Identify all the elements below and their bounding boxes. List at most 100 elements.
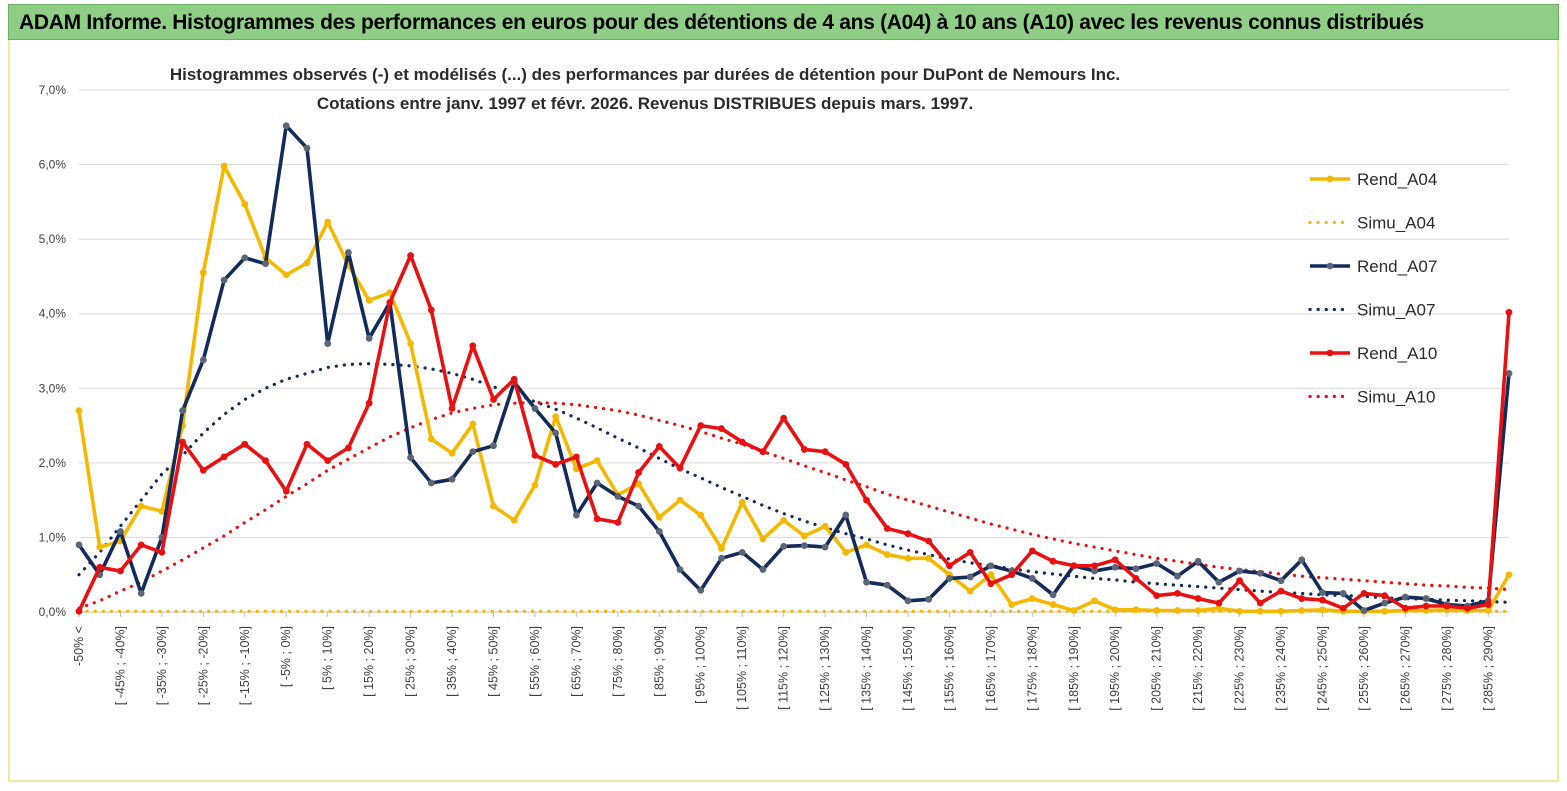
data-point-rend-a04 <box>510 516 518 524</box>
data-point-rend-a07 <box>1049 591 1057 599</box>
data-point-rend-a07 <box>738 548 746 556</box>
data-point-rend-a04 <box>1049 601 1057 608</box>
data-point-rend-a10 <box>386 299 394 306</box>
data-point-rend-a04 <box>904 554 912 562</box>
x-tick-label: [ 185% ; 190%] <box>1067 626 1081 711</box>
data-point-rend-a07 <box>365 334 373 342</box>
data-point-rend-a10 <box>220 453 228 461</box>
data-point-rend-a07 <box>946 575 953 582</box>
data-point-rend-a04 <box>241 200 249 208</box>
data-point-rend-a07 <box>303 144 311 152</box>
data-point-rend-a07 <box>531 405 539 412</box>
data-point-rend-a10 <box>75 607 83 615</box>
y-tick-label: 3,0% <box>39 381 67 395</box>
data-point-rend-a10 <box>303 440 311 448</box>
data-point-rend-a04 <box>199 269 207 277</box>
data-point-rend-a10 <box>510 375 518 383</box>
data-point-rend-a04 <box>75 407 83 415</box>
data-point-rend-a07 <box>117 528 124 535</box>
data-point-rend-a10 <box>1049 557 1057 565</box>
data-point-rend-a07 <box>572 511 580 519</box>
x-tick-label: [ 115% ; 120%] <box>777 626 791 710</box>
x-tick-label: [ -15% ; -10%] <box>238 626 252 705</box>
data-point-rend-a10 <box>697 422 705 429</box>
data-point-rend-a07 <box>199 356 207 364</box>
data-point-rend-a07 <box>863 578 870 586</box>
x-tick-label: [ -45% ; -40%] <box>113 626 127 705</box>
x-tick-label: [ 225% ; 230%] <box>1233 626 1247 711</box>
y-tick-label: 1,0% <box>39 530 67 544</box>
data-point-rend-a10 <box>925 537 933 545</box>
x-tick-label: [ 245% ; 250%] <box>1315 626 1329 711</box>
data-point-rend-a10 <box>1484 601 1492 608</box>
data-point-rend-a04 <box>1298 607 1306 614</box>
data-point-rend-a04 <box>490 502 497 510</box>
data-point-rend-a04 <box>883 551 891 558</box>
data-point-rend-a07 <box>1298 556 1306 564</box>
data-point-rend-a10 <box>780 414 788 422</box>
data-point-rend-a04 <box>676 496 684 504</box>
data-point-rend-a04 <box>738 498 746 506</box>
data-point-rend-a10 <box>1028 547 1036 555</box>
data-point-rend-a04 <box>303 259 311 267</box>
data-point-rend-a07 <box>1028 575 1036 582</box>
data-point-rend-a07 <box>800 542 808 550</box>
data-point-rend-a04 <box>220 162 228 170</box>
data-point-rend-a10 <box>531 452 539 459</box>
data-point-rend-a10 <box>1008 571 1016 579</box>
data-point-rend-a10 <box>1443 602 1451 610</box>
data-point-rend-a10 <box>821 448 829 456</box>
data-point-rend-a04 <box>635 480 642 488</box>
data-point-rend-a10 <box>1194 595 1202 602</box>
data-point-rend-a07 <box>1339 589 1347 597</box>
chart-frame <box>8 40 1559 782</box>
data-point-rend-a10 <box>282 487 290 495</box>
data-point-rend-a10 <box>1236 577 1243 585</box>
x-tick-label: [ 205% ; 210%] <box>1150 626 1164 711</box>
data-point-rend-a07 <box>1174 572 1181 580</box>
data-point-rend-a04 <box>1132 606 1140 614</box>
x-tick-label: [ 65% ; 70%] <box>569 626 583 697</box>
x-tick-label: [ 5% ; 10%] <box>321 626 335 690</box>
x-tick-label: [ -25% ; -20%] <box>196 626 210 705</box>
legend-label-rend-a04: Rend_A04 <box>1357 170 1437 189</box>
data-point-rend-a10 <box>427 306 435 314</box>
data-point-rend-a10 <box>655 443 663 450</box>
data-point-rend-a04 <box>96 543 104 551</box>
data-point-rend-a07 <box>262 260 269 268</box>
series-line-simu-a07 <box>77 362 1511 604</box>
legend-label-simu-a07: Simu_A07 <box>1357 301 1435 320</box>
data-point-rend-a04 <box>407 340 414 347</box>
data-point-rend-a04 <box>925 554 933 562</box>
series-line-rend-a10 <box>77 253 1511 613</box>
x-tick-label: [ 135% ; 140%] <box>860 626 874 711</box>
data-point-rend-a10 <box>1153 592 1161 599</box>
data-point-rend-a07 <box>821 543 829 551</box>
data-point-rend-a04 <box>1194 607 1202 614</box>
series-line-rend-a07 <box>77 124 1511 613</box>
x-tick-label: [ 175% ; 180%] <box>1025 626 1039 711</box>
data-point-rend-a10 <box>199 466 207 474</box>
data-point-rend-a04 <box>427 435 435 443</box>
data-point-rend-a04 <box>759 535 767 543</box>
data-point-rend-a04 <box>158 507 166 515</box>
data-point-rend-a07 <box>1194 557 1202 565</box>
y-tick-label: 2,0% <box>39 456 67 470</box>
data-point-rend-a04 <box>718 545 725 553</box>
data-point-rend-a04 <box>365 296 373 304</box>
legend-marker-rend-a07 <box>1326 262 1334 270</box>
data-point-rend-a07 <box>1401 593 1409 601</box>
data-point-rend-a07 <box>1215 578 1223 586</box>
data-point-rend-a10 <box>1256 599 1264 607</box>
data-point-rend-a07 <box>759 566 767 573</box>
x-tick-label: [ 145% ; 150%] <box>901 626 915 711</box>
data-point-rend-a07 <box>1111 563 1119 571</box>
x-tick-label: [ 255% ; 260%] <box>1357 626 1371 711</box>
data-point-rend-a07 <box>552 429 560 437</box>
data-point-rend-a04 <box>531 481 539 489</box>
data-point-rend-a07 <box>780 542 788 550</box>
data-point-rend-a10 <box>1381 592 1389 599</box>
data-point-rend-a07 <box>1091 567 1098 575</box>
data-point-rend-a04 <box>863 541 870 549</box>
data-point-rend-a10 <box>241 440 249 448</box>
